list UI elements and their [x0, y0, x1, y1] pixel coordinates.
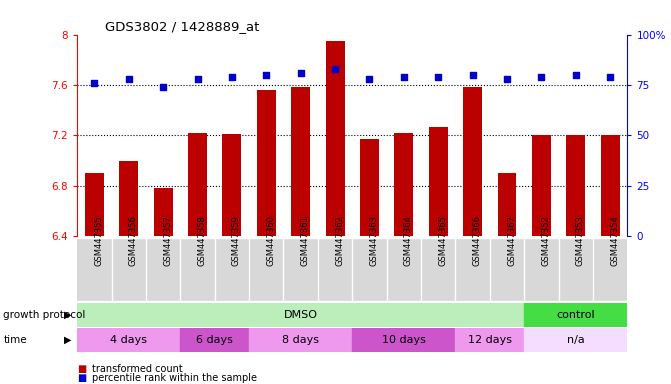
- Bar: [318, 238, 352, 301]
- Text: GSM447353: GSM447353: [576, 215, 585, 266]
- Point: [570, 72, 581, 78]
- Point: [89, 80, 100, 86]
- Bar: [188, 133, 207, 236]
- Text: GSM447360: GSM447360: [266, 215, 275, 266]
- Text: ▶: ▶: [64, 335, 72, 345]
- Bar: [77, 303, 524, 327]
- Bar: [456, 328, 524, 352]
- Point: [364, 76, 375, 82]
- Text: ▶: ▶: [64, 310, 72, 320]
- Bar: [352, 328, 456, 352]
- Bar: [429, 127, 448, 236]
- Text: GSM447366: GSM447366: [472, 215, 482, 266]
- Bar: [601, 136, 619, 236]
- Point: [433, 74, 444, 80]
- Text: transformed count: transformed count: [92, 364, 183, 374]
- Text: DMSO: DMSO: [284, 310, 317, 320]
- Text: 12 days: 12 days: [468, 335, 512, 345]
- Bar: [593, 238, 627, 301]
- Text: GSM447354: GSM447354: [610, 215, 619, 266]
- Text: growth protocol: growth protocol: [3, 310, 86, 320]
- Text: control: control: [556, 310, 595, 320]
- Text: GSM447355: GSM447355: [95, 215, 103, 266]
- Bar: [85, 173, 104, 236]
- Bar: [463, 88, 482, 236]
- Bar: [77, 328, 180, 352]
- Point: [605, 74, 615, 80]
- Bar: [154, 188, 172, 236]
- Text: ■: ■: [77, 373, 87, 383]
- Bar: [119, 161, 138, 236]
- Bar: [249, 328, 352, 352]
- Bar: [249, 238, 283, 301]
- Bar: [180, 328, 249, 352]
- Text: 4 days: 4 days: [110, 335, 147, 345]
- Text: GSM447362: GSM447362: [335, 215, 344, 266]
- Point: [502, 76, 513, 82]
- Bar: [456, 238, 490, 301]
- Bar: [524, 238, 558, 301]
- Bar: [490, 238, 524, 301]
- Text: ■: ■: [77, 364, 87, 374]
- Text: GSM447361: GSM447361: [301, 215, 310, 266]
- Bar: [146, 238, 180, 301]
- Text: 8 days: 8 days: [282, 335, 319, 345]
- Text: GSM447358: GSM447358: [197, 215, 207, 266]
- Bar: [566, 136, 585, 236]
- Bar: [180, 238, 215, 301]
- Text: time: time: [3, 335, 27, 345]
- Bar: [395, 133, 413, 236]
- Bar: [215, 238, 249, 301]
- Bar: [283, 238, 318, 301]
- Text: GSM447365: GSM447365: [438, 215, 448, 266]
- Point: [536, 74, 547, 80]
- Bar: [421, 238, 456, 301]
- Bar: [111, 238, 146, 301]
- Bar: [77, 238, 111, 301]
- Bar: [352, 238, 386, 301]
- Text: GSM447359: GSM447359: [232, 215, 241, 266]
- Text: GSM447357: GSM447357: [163, 215, 172, 266]
- Point: [227, 74, 238, 80]
- Bar: [498, 173, 517, 236]
- Bar: [559, 238, 593, 301]
- Text: GSM447352: GSM447352: [541, 215, 550, 266]
- Bar: [223, 134, 242, 236]
- Text: GSM447364: GSM447364: [404, 215, 413, 266]
- Point: [158, 84, 168, 90]
- Bar: [325, 41, 344, 236]
- Point: [192, 76, 203, 82]
- Bar: [532, 136, 551, 236]
- Bar: [524, 303, 627, 327]
- Bar: [291, 88, 310, 236]
- Text: percentile rank within the sample: percentile rank within the sample: [92, 373, 257, 383]
- Point: [123, 76, 134, 82]
- Text: GSM447363: GSM447363: [370, 215, 378, 266]
- Text: n/a: n/a: [567, 335, 584, 345]
- Text: GDS3802 / 1428889_at: GDS3802 / 1428889_at: [105, 20, 259, 33]
- Bar: [386, 238, 421, 301]
- Point: [399, 74, 409, 80]
- Point: [329, 66, 340, 72]
- Text: GSM447367: GSM447367: [507, 215, 516, 266]
- Bar: [524, 328, 627, 352]
- Point: [261, 72, 272, 78]
- Text: 6 days: 6 days: [197, 335, 233, 345]
- Text: GSM447356: GSM447356: [129, 215, 138, 266]
- Text: 10 days: 10 days: [382, 335, 426, 345]
- Bar: [257, 90, 276, 236]
- Bar: [360, 139, 379, 236]
- Point: [295, 70, 306, 76]
- Point: [467, 72, 478, 78]
